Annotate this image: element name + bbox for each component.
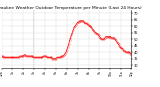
Title: Milwaukee Weather Outdoor Temperature per Minute (Last 24 Hours): Milwaukee Weather Outdoor Temperature pe…: [0, 6, 142, 10]
